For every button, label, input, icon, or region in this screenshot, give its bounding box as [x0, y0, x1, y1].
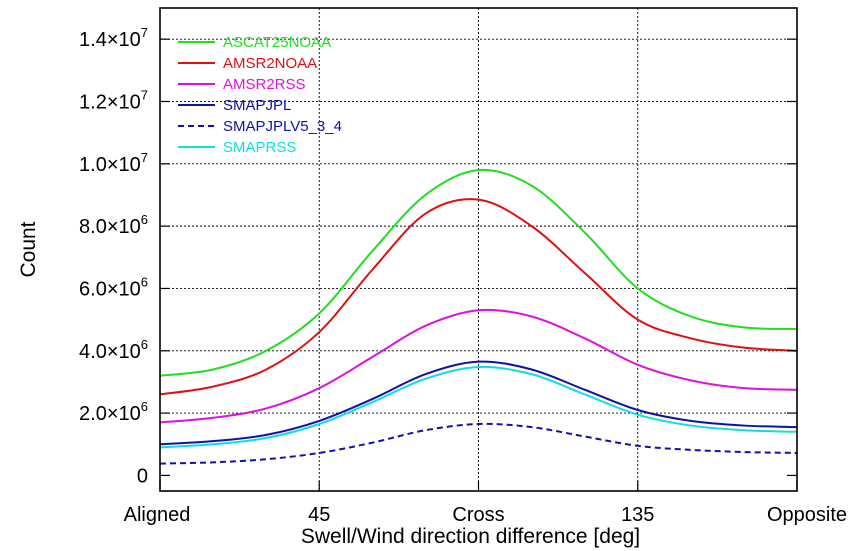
legend-label: SMAPRSS: [223, 139, 296, 156]
series-line-amsr2noaa: [159, 198, 798, 396]
series-line-smapjplv5-3-4: [159, 422, 798, 465]
y-tick-label: 6.0×106: [79, 274, 148, 300]
x-tick-label: 135: [621, 504, 654, 526]
ticks-layer: 0 2.0×106 4.0×106 6.0×106 8.0×106 1.0×107 1.2×…: [79, 25, 847, 526]
series-line-ascat25noaa: [159, 168, 798, 377]
series-line-smapjpl: [159, 360, 798, 446]
y-tick-label: 1.0×107: [79, 150, 148, 176]
y-tick-label: 4.0×106: [79, 337, 148, 363]
x-tick-label: Cross: [452, 504, 504, 526]
y-tick-label: 2.0×106: [79, 399, 148, 425]
legend-label: AMSR2NOAA: [223, 55, 317, 72]
y-tick-label: 0: [137, 465, 148, 487]
legend-label: SMAPJPL: [223, 97, 291, 114]
y-axis-title: Count: [17, 221, 40, 277]
y-tick-label: 1.2×107: [79, 87, 148, 113]
legend-label: AMSR2RSS: [223, 76, 306, 93]
legend-label: SMAPJPLV5_3_4: [223, 118, 342, 135]
series-line-smaprss: [159, 365, 798, 449]
x-tick-label: 45: [308, 504, 330, 526]
y-tick-label: 1.4×107: [79, 25, 148, 51]
legend: ASCAT25NOAA AMSR2NOAA AMSR2RSS SMAPJPL SMAPJ…: [178, 34, 342, 156]
series-layer: [159, 168, 798, 465]
x-axis-title: Swell/Wind direction difference [deg]: [301, 525, 640, 548]
x-tick-label: Opposite: [767, 504, 847, 526]
y-tick-label: 8.0×106: [79, 212, 148, 238]
grid-layer: [160, 8, 797, 491]
legend-label: ASCAT25NOAA: [223, 34, 331, 51]
series-line-amsr2rss: [159, 308, 798, 424]
x-tick-label: Aligned: [124, 504, 191, 526]
